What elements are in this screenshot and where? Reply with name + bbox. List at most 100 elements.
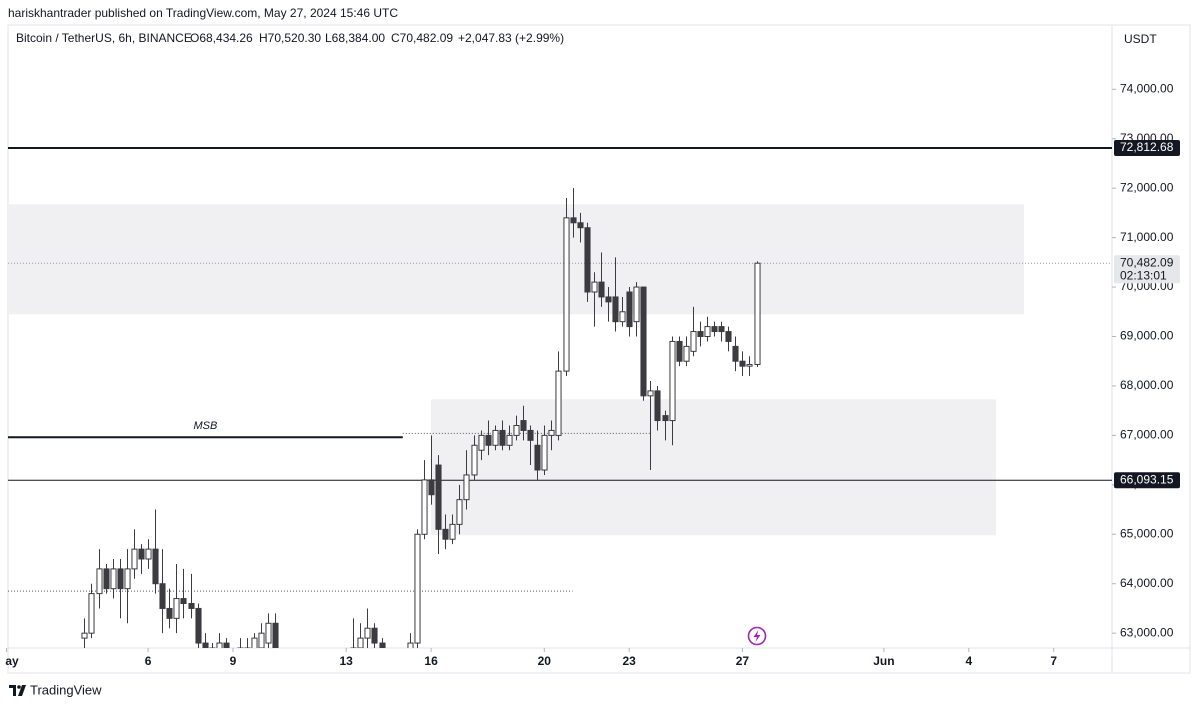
candle-body: [463, 474, 470, 501]
candle-body: [654, 390, 661, 422]
candle-body: [216, 642, 223, 648]
x-tick-label: Jun: [873, 654, 894, 668]
published-line: hariskhantrader published on TradingView…: [8, 6, 398, 20]
x-tick-label: 9: [230, 654, 237, 668]
y-tick-label: 72,000.00: [1120, 180, 1174, 194]
low-value: L68,384.00: [325, 31, 385, 45]
brand-logo: [9, 685, 26, 696]
msb-label: MSB: [193, 420, 217, 432]
high-value: H70,520.30: [259, 31, 321, 45]
candle-body: [563, 217, 570, 372]
axes: 63,000.0064,000.0065,000.0066,000.0067,0…: [5, 81, 1180, 668]
countdown: 02:13:01: [1120, 268, 1167, 282]
candle-body: [88, 593, 95, 634]
candle-body: [739, 360, 746, 367]
candle-body: [711, 326, 718, 333]
y-tick-label: 71,000.00: [1120, 230, 1174, 244]
candle-body: [428, 479, 435, 496]
candle-body: [704, 326, 711, 338]
candle-body: [357, 637, 364, 648]
candle-body: [605, 296, 612, 303]
candle-body: [103, 568, 110, 590]
candle-body: [110, 568, 117, 590]
candle-body: [746, 363, 753, 367]
candle-body: [513, 425, 520, 436]
level-label-box: [1114, 472, 1180, 489]
y-tick-label: 64,000.00: [1120, 576, 1174, 590]
candle-body: [414, 533, 421, 644]
candle-body: [96, 568, 103, 595]
zone: [431, 399, 996, 536]
x-tick-label: 20: [538, 654, 552, 668]
plot-area: MSB: [8, 146, 1112, 648]
candle-body: [499, 429, 506, 446]
change-value: +2,047.83 (+2.99%): [458, 31, 564, 45]
alert-icon[interactable]: [747, 626, 767, 646]
candle-body: [145, 548, 152, 560]
candle-body: [407, 642, 414, 648]
x-tick-label: ay: [5, 654, 19, 668]
candle-body: [364, 627, 371, 639]
symbol: Bitcoin / TetherUS, 6h, BINANCE: [16, 31, 192, 45]
candle-body: [541, 434, 548, 471]
candle-body: [421, 479, 428, 535]
candle-body: [534, 444, 541, 471]
candle-body: [442, 528, 449, 540]
candle-body: [485, 434, 492, 446]
level-label-box: [1114, 139, 1180, 156]
currency-box: [1116, 29, 1186, 49]
x-tick-label: 7: [1050, 654, 1057, 668]
candle-body: [379, 642, 386, 648]
candle-body: [435, 464, 442, 530]
candle-body: [570, 217, 577, 224]
candle-body: [166, 607, 173, 619]
candle-body: [725, 331, 732, 342]
last-price-box: [1114, 255, 1180, 284]
x-tick-label: 23: [623, 654, 637, 668]
candle-body: [223, 642, 230, 648]
level-label: 66,093.15: [1120, 472, 1174, 486]
candle-body: [697, 331, 704, 337]
y-tick-label: 68,000.00: [1120, 378, 1174, 392]
candle-body: [669, 340, 676, 422]
candle-body: [732, 345, 739, 362]
x-tick-label: 27: [736, 654, 750, 668]
y-tick-label: 69,000.00: [1120, 329, 1174, 343]
currency: USDT: [1124, 32, 1157, 46]
candle-body: [527, 429, 534, 441]
candle-body: [138, 548, 145, 560]
candle-body: [754, 262, 761, 365]
close-value: C70,482.09: [391, 31, 453, 45]
candle-body: [272, 622, 279, 648]
candle-body: [612, 296, 619, 323]
candle-body: [662, 415, 669, 422]
y-tick-label: 74,000.00: [1120, 81, 1174, 95]
y-tick-label: 65,000.00: [1120, 526, 1174, 540]
candle-body: [131, 548, 138, 570]
brand: TradingView: [30, 682, 102, 697]
candle-body: [676, 340, 683, 362]
candle-body: [188, 603, 195, 609]
candle-body: [584, 227, 591, 293]
level-label: 72,812.68: [1120, 140, 1174, 154]
candle-body: [251, 637, 258, 648]
candle-body: [371, 627, 378, 644]
candle-body: [265, 622, 272, 644]
candle-body: [506, 434, 513, 446]
chart-frame: [7, 24, 1191, 674]
candle-body: [619, 311, 626, 323]
candle-body: [591, 281, 598, 293]
candle-body: [195, 607, 202, 644]
candle-body: [548, 429, 555, 436]
candle-body: [180, 598, 187, 604]
candle-body: [640, 286, 647, 397]
x-tick-label: 13: [340, 654, 354, 668]
candle-body: [449, 523, 456, 540]
candle-body: [577, 222, 584, 229]
candle-body: [471, 444, 478, 476]
candle-body: [626, 291, 633, 328]
candle-body: [647, 390, 654, 397]
